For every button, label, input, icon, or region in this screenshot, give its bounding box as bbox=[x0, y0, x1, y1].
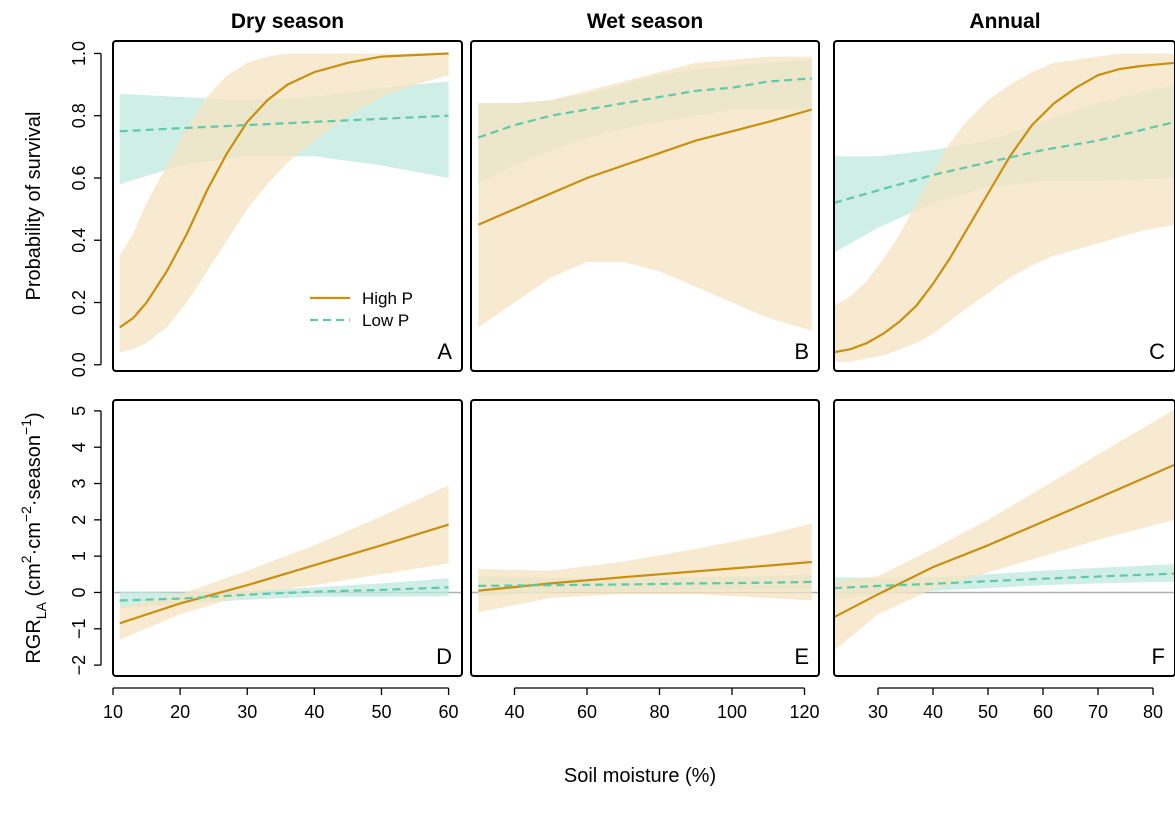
y-axis-title-rgr: RGRLA (cm2·cm−2·season−1) bbox=[18, 412, 49, 663]
y-tick-label: −2 bbox=[69, 655, 89, 676]
y-tick-label: 4 bbox=[69, 442, 89, 452]
high-p-line bbox=[834, 61, 1175, 354]
y-axis-title-survival: Probability of survival bbox=[23, 112, 45, 301]
y-axis-title-part: LA bbox=[33, 601, 49, 619]
column-title: Wet season bbox=[587, 10, 703, 33]
x-tick-label: 60 bbox=[1033, 702, 1053, 722]
panel-letter: E bbox=[794, 644, 809, 669]
y-tick-label: 0 bbox=[69, 587, 89, 597]
x-axis-title: Soil moisture (%) bbox=[564, 765, 716, 787]
panel-a-plot bbox=[119, 52, 449, 353]
y-tick-label: 0.2 bbox=[69, 290, 89, 315]
x-tick-label: 30 bbox=[237, 702, 257, 722]
y-tick-label: 0.0 bbox=[69, 352, 89, 377]
low-p-line bbox=[119, 586, 449, 602]
y-axis-title-part: ) bbox=[23, 412, 45, 419]
y-tick-label: −1 bbox=[69, 619, 89, 640]
x-tick-label: 60 bbox=[577, 702, 597, 722]
panel-letter: A bbox=[437, 339, 452, 364]
low-p-line bbox=[119, 114, 449, 133]
high-p-line bbox=[477, 108, 813, 226]
x-tick-label: 40 bbox=[504, 702, 524, 722]
x-tick-label: 20 bbox=[170, 702, 190, 722]
panel-frame bbox=[470, 399, 820, 677]
y-axis-title-part: −2 bbox=[18, 506, 34, 522]
x-tick-label: 100 bbox=[717, 702, 747, 722]
panel-c-plot bbox=[834, 53, 1175, 362]
high-p-confidence-band bbox=[834, 53, 1175, 362]
panel-f-plot bbox=[834, 409, 1175, 651]
x-tick-label: 10 bbox=[103, 702, 123, 722]
x-tick-label: 50 bbox=[978, 702, 998, 722]
x-tick-label: 120 bbox=[789, 702, 819, 722]
y-axis-title-part: ·season bbox=[23, 435, 45, 506]
y-axis-title-part: 2 bbox=[18, 555, 34, 563]
panel-frame bbox=[833, 399, 1175, 677]
panel-frame bbox=[470, 40, 820, 372]
x-tick-label: 50 bbox=[371, 702, 391, 722]
y-tick-label: 5 bbox=[69, 406, 89, 416]
y-axis-title-part: ·cm bbox=[23, 522, 45, 555]
column-title: Dry season bbox=[231, 10, 344, 33]
high-p-confidence-band bbox=[119, 485, 449, 640]
panel-d-plot bbox=[113, 485, 462, 640]
panel-letter: B bbox=[794, 339, 809, 364]
panel-b-plot bbox=[477, 56, 813, 331]
y-tick-label: 2 bbox=[69, 515, 89, 525]
low-p-line bbox=[834, 572, 1175, 590]
panel-frame bbox=[833, 40, 1175, 372]
x-tick-label: 70 bbox=[1088, 702, 1108, 722]
y-axis-title-part: −1 bbox=[18, 419, 34, 435]
high-p-confidence-band bbox=[478, 523, 812, 613]
panel-letter: C bbox=[1149, 339, 1165, 364]
y-axis-title-part: (cm bbox=[23, 563, 45, 602]
y-tick-label: 0.6 bbox=[69, 165, 89, 190]
panel-frame bbox=[112, 40, 463, 372]
legend-low-p-label: Low P bbox=[362, 311, 409, 330]
x-tick-label: 40 bbox=[923, 702, 943, 722]
x-tick-label: 80 bbox=[649, 702, 669, 722]
y-tick-label: 1.0 bbox=[69, 41, 89, 66]
panel-e-plot bbox=[471, 523, 819, 613]
low-p-line bbox=[834, 120, 1175, 204]
y-tick-label: 3 bbox=[69, 479, 89, 489]
x-tick-label: 60 bbox=[439, 702, 459, 722]
high-p-line bbox=[119, 52, 449, 329]
high-p-line bbox=[478, 560, 812, 592]
x-tick-label: 40 bbox=[304, 702, 324, 722]
low-p-line bbox=[477, 77, 812, 139]
high-p-confidence-band bbox=[834, 409, 1175, 651]
panel-letter: F bbox=[1152, 644, 1165, 669]
y-axis-title-part: RGR bbox=[23, 619, 45, 663]
x-tick-label: 30 bbox=[868, 702, 888, 722]
x-tick-label: 80 bbox=[1143, 702, 1163, 722]
column-title: Annual bbox=[969, 10, 1040, 33]
panel-letter: D bbox=[436, 644, 452, 669]
panel-frame bbox=[112, 399, 463, 677]
high-p-line bbox=[834, 463, 1175, 619]
high-p-confidence-band bbox=[478, 56, 812, 331]
y-tick-label: 0.4 bbox=[69, 228, 89, 253]
y-tick-label: 1 bbox=[69, 551, 89, 561]
high-p-line bbox=[119, 523, 449, 625]
y-tick-label: 0.8 bbox=[69, 103, 89, 128]
legend-high-p-label: High P bbox=[362, 289, 413, 308]
